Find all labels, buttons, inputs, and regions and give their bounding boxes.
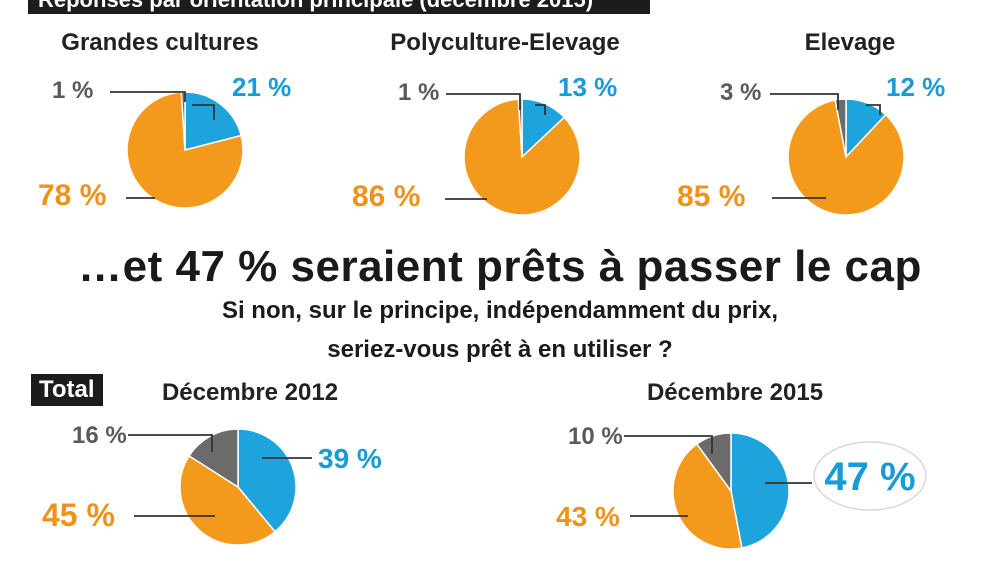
leader-line <box>535 104 546 115</box>
pie-slice-orange <box>126 91 244 209</box>
leader-line <box>192 104 215 120</box>
slice-label: 1 % <box>52 77 93 104</box>
chart-title: Décembre 2012 <box>162 379 338 406</box>
pie-slice-gray <box>834 98 847 158</box>
slice-label: 39 % <box>318 443 382 474</box>
slice-label: 12 % <box>886 72 945 102</box>
slice-label: 13 % <box>558 72 617 102</box>
chart-title: Elevage <box>805 29 896 56</box>
slice-label: 21 % <box>232 72 291 102</box>
question-line-1: Si non, sur le principe, indépendamment … <box>221 297 779 324</box>
pie-slice-gray <box>187 428 239 489</box>
pie-slice-blue <box>184 91 243 151</box>
question-line-2: seriez-vous prêt à en utiliser ? <box>327 336 673 363</box>
leader-line <box>624 435 713 454</box>
pie-slice-gray <box>695 432 732 494</box>
pie-slice-blue <box>237 428 297 533</box>
total-badge: Total <box>31 374 103 406</box>
leader-line <box>446 93 521 110</box>
slice-label: 3 % <box>720 79 761 106</box>
slice-label: 86 % <box>352 180 420 213</box>
slice-label: 16 % <box>72 422 127 449</box>
leader-line <box>110 91 186 102</box>
pie-slice-blue <box>730 432 790 549</box>
chart-title: Polyculture-Elevage <box>390 29 619 56</box>
leader-line <box>128 434 213 452</box>
headline: …et 47 % seraient prêts à passer le cap <box>78 242 922 291</box>
section-banner: Réponses par orientation principale (déc… <box>28 0 650 14</box>
slice-label: 78 % <box>38 179 106 212</box>
slice-label: 1 % <box>398 79 439 106</box>
highlight-oval <box>813 441 927 511</box>
chart-title: Grandes cultures <box>61 29 258 56</box>
pie-slice-orange <box>672 443 743 550</box>
leader-line <box>866 104 881 115</box>
chart-title: Décembre 2015 <box>647 379 823 406</box>
pie-slice-orange <box>179 454 277 546</box>
slice-label: 85 % <box>677 180 745 213</box>
slice-label: 45 % <box>42 497 115 533</box>
leader-line <box>770 93 839 110</box>
pie-slice-orange <box>787 99 905 216</box>
slice-label: 10 % <box>568 423 623 450</box>
slice-label: 47 % <box>824 455 915 499</box>
slice-label: 43 % <box>556 501 620 532</box>
